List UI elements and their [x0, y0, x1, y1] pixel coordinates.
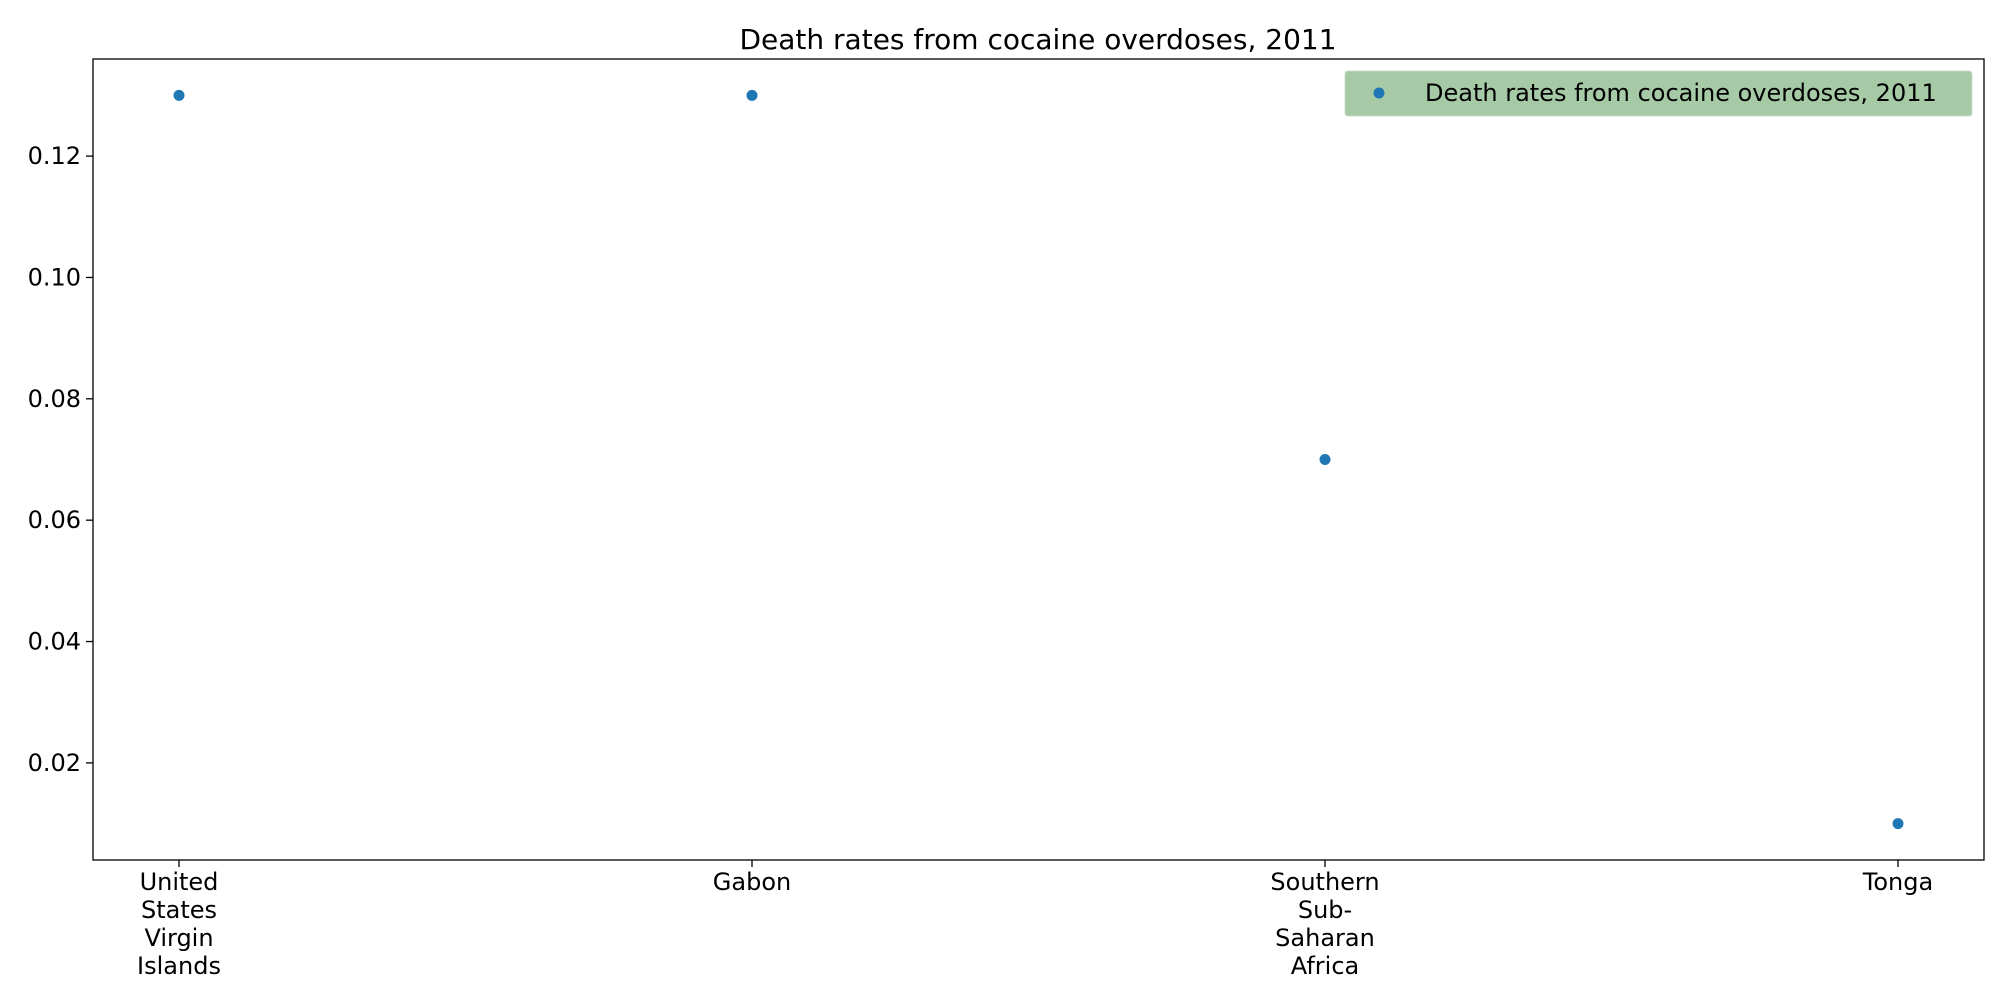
data-point — [1892, 818, 1904, 830]
x-tick-label-line: United — [140, 868, 219, 896]
x-tick-label-line: Tonga — [1862, 868, 1933, 896]
x-tick-label: Tonga — [1862, 868, 1933, 896]
data-point — [173, 89, 185, 101]
x-tick-label-line: Gabon — [713, 868, 791, 896]
legend: Death rates from cocaine overdoses, 2011 — [1344, 70, 1973, 117]
y-tick-label: 0.06 — [28, 506, 81, 534]
y-tick-label: 0.08 — [28, 385, 81, 413]
x-tick-label: United States Virgin Islands — [137, 868, 221, 980]
y-tick-label: 0.12 — [28, 142, 81, 170]
legend-label: Death rates from cocaine overdoses, 2011 — [1425, 79, 1937, 107]
x-tick-label-line: Southern — [1270, 868, 1379, 896]
legend-box — [1344, 70, 1973, 117]
x-axis: United States Virgin Islands Gabon Southern Su… — [137, 860, 1933, 980]
plot-frame — [92, 58, 1985, 861]
y-tick-label: 0.02 — [28, 749, 81, 777]
x-tick-label-line: Virgin — [144, 924, 213, 952]
legend-marker — [1373, 87, 1385, 99]
x-tick-label-line: Sub- — [1298, 896, 1352, 924]
y-tick-label: 0.10 — [28, 263, 81, 291]
data-point — [1319, 454, 1331, 465]
data-points — [173, 89, 1904, 830]
y-axis: 0.02 0.04 0.06 0.08 0.10 0.12 — [28, 142, 93, 777]
data-point — [746, 89, 758, 101]
x-tick-label-line: Africa — [1291, 952, 1359, 980]
chart-title: Death rates from cocaine overdoses, 2011 — [739, 23, 1336, 56]
x-tick-label-line: Saharan — [1275, 924, 1375, 952]
x-tick-label-line: States — [141, 896, 217, 924]
x-tick-label-line: Islands — [137, 952, 221, 980]
x-tick-label: Southern Sub-Saharan Africa — [1270, 868, 1379, 980]
x-tick-label: Gabon — [713, 868, 791, 896]
y-tick-label: 0.04 — [28, 628, 81, 656]
